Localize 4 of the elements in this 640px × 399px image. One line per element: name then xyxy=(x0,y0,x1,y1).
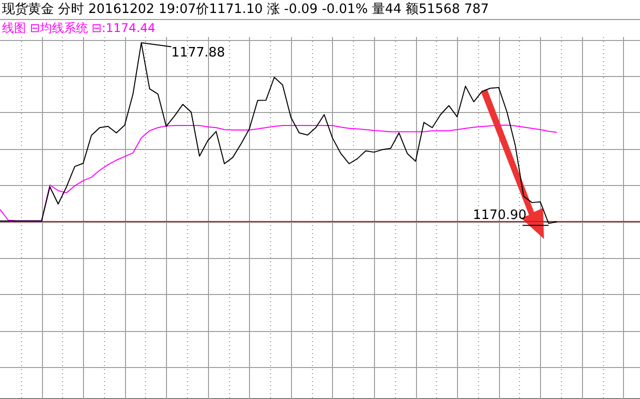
chart-subtitle: 线图 ⊟均线系统 ⊟:1174.44 xyxy=(1,20,156,37)
annotation: 1177.88 xyxy=(171,46,226,61)
chart-title: 现货黄金 分时 20161202 19:07价1171.10 涨 -0.09 -0.01% 量44 额51568 787 xyxy=(0,0,640,20)
annotation: 1170.90 xyxy=(472,208,527,224)
